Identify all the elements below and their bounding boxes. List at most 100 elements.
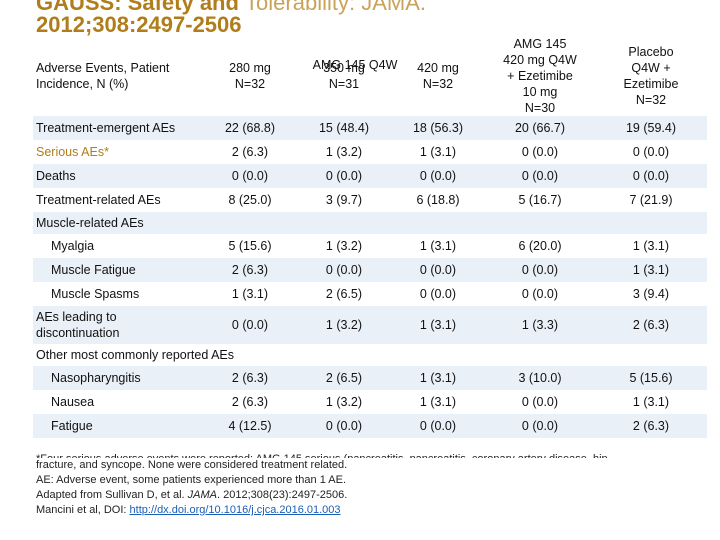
cell-value: 1 (3.1) [391,306,485,344]
cell-value: 0 (0.0) [203,306,297,344]
table-row: Muscle Fatigue 2 (6.3) 0 (0.0) 0 (0.0) 0 (0.… [33,258,707,282]
footnote-line-3: Adapted from Sullivan D, et al. JAMA. 20… [36,488,686,503]
footnote: *Four serious adverse events were report… [36,452,686,518]
row-label: Serious AEs* [33,140,203,164]
cell-value: 0 (0.0) [485,282,595,306]
cell-value: 6 (18.8) [391,188,485,212]
table-row: Muscle Spasms 1 (3.1) 2 (6.5) 0 (0.0) 0 (0.0… [33,282,707,306]
slide-title-strong: GAUSS: Safety and [36,0,246,15]
footnote-line-2: AE: Adverse event, some patients experie… [36,474,347,486]
table-row: Nasopharyngitis 2 (6.3) 2 (6.5) 1 (3.1) 3 (1… [33,366,707,390]
slide-title: GAUSS: Safety and Tolerability: JAMA. [36,0,426,18]
cell-value: 3 (9.7) [297,188,391,212]
cell-value: 1 (3.2) [297,390,391,414]
row-label: Fatigue [33,414,203,438]
cell-value: 0 (0.0) [485,258,595,282]
footnote-doi-label: Mancini et al, DOI: [36,504,130,516]
row-label: AEs leading to discontinuation [33,306,203,344]
section-label: Muscle-related AEs [33,212,707,234]
header-col-5: Placebo Q4W + Ezetimibe N=32 [623,45,679,107]
cell-value: 2 (6.3) [595,414,707,438]
footnote-line-1: fracture, and syncope. None were conside… [36,459,348,471]
cell-value: 7 (21.9) [595,188,707,212]
row-label: Treatment-emergent AEs [33,116,203,140]
cell-value: 2 (6.5) [297,366,391,390]
cell-value: 0 (0.0) [297,414,391,438]
cell-value: 3 (9.4) [595,282,707,306]
cell-value: 1 (3.1) [595,234,707,258]
table-row: AEs leading to discontinuation 0 (0.0) 1 (… [33,306,707,344]
table-row: Fatigue 4 (12.5) 0 (0.0) 0 (0.0) 0 (0.0) 2 (6… [33,414,707,438]
table-row: Deaths 0 (0.0) 0 (0.0) 0 (0.0) 0 (0.0) 0 (0.0… [33,164,707,188]
row-label: Treatment-related AEs [33,188,203,212]
footnote-citation-post: . 2012;308(23):2497-2506. [216,489,348,501]
cell-value: 1 (3.1) [391,234,485,258]
cell-value: 0 (0.0) [391,414,485,438]
cell-value: 2 (6.3) [203,140,297,164]
footnote-line-0: *Four serious adverse events were report… [36,452,686,458]
table-header-row: Adverse Events, Patient Incidence, N (%) 2… [33,36,707,116]
section-row: Other most commonly reported AEs [33,344,707,366]
cell-value: 0 (0.0) [485,140,595,164]
cell-value: 4 (12.5) [203,414,297,438]
cell-value: 5 (16.7) [485,188,595,212]
cell-value: 1 (3.1) [203,282,297,306]
cell-value: 0 (0.0) [391,258,485,282]
slide-title-plain: Tolerability: JAMA. [245,0,426,15]
cell-value: 5 (15.6) [203,234,297,258]
row-label: Muscle Spasms [33,282,203,306]
cell-value: 0 (0.0) [297,258,391,282]
cell-value: 19 (59.4) [595,116,707,140]
table-row: Treatment-related AEs 8 (25.0) 3 (9.7) 6 (1… [33,188,707,212]
cell-value: 1 (3.1) [391,366,485,390]
cell-value: 1 (3.1) [595,390,707,414]
section-row: Muscle-related AEs [33,212,707,234]
table-row: Myalgia 5 (15.6) 1 (3.2) 1 (3.1) 6 (20.0) 1 (… [33,234,707,258]
cell-value: 22 (68.8) [203,116,297,140]
row-label: Nausea [33,390,203,414]
cell-value: 3 (10.0) [485,366,595,390]
header-col-2: 350 mg N=31 [323,61,365,91]
cell-value: 1 (3.2) [297,306,391,344]
adverse-events-table: Adverse Events, Patient Incidence, N (%) 2… [33,36,707,438]
footnote-citation-pre: Adapted from Sullivan D, et al. [36,489,188,501]
cell-value: 1 (3.1) [595,258,707,282]
table-row: Serious AEs* 2 (6.3) 1 (3.2) 1 (3.1) 0 (0.0)… [33,140,707,164]
amg-group-header: AMG 145 Q4W [312,58,398,72]
section-label: Other most commonly reported AEs [33,344,707,366]
cell-value: 0 (0.0) [297,164,391,188]
cell-value: 8 (25.0) [203,188,297,212]
cell-value: 6 (20.0) [485,234,595,258]
footnote-journal: JAMA [187,489,217,501]
cell-value: 2 (6.3) [595,306,707,344]
footnote-line-4: Mancini et al, DOI: http://dx.doi.org/10… [36,503,686,518]
cell-value: 0 (0.0) [595,140,707,164]
cell-value: 1 (3.3) [485,306,595,344]
cell-value: 0 (0.0) [595,164,707,188]
cell-value: 2 (6.3) [203,390,297,414]
table-row: Treatment-emergent AEs 22 (68.8) 15 (48.4)… [33,116,707,140]
header-col-1: 280 mg N=32 [229,61,271,91]
cell-value: 2 (6.3) [203,366,297,390]
cell-value: 18 (56.3) [391,116,485,140]
cell-value: 2 (6.3) [203,258,297,282]
cell-value: 0 (0.0) [485,164,595,188]
row-label: Myalgia [33,234,203,258]
cell-value: 1 (3.1) [391,140,485,164]
cell-value: 0 (0.0) [391,164,485,188]
header-col-3: 420 mg N=32 [417,61,459,91]
cell-value: 2 (6.5) [297,282,391,306]
cell-value: 1 (3.2) [297,140,391,164]
doi-link[interactable]: http://dx.doi.org/10.1016/j.cjca.2016.01… [129,504,341,516]
header-col-4: AMG 145 420 mg Q4W + Ezetimibe 10 mg N=30 [503,37,577,115]
cell-value: 0 (0.0) [485,414,595,438]
cell-value: 1 (3.1) [391,390,485,414]
cell-value: 0 (0.0) [391,282,485,306]
cell-value: 5 (15.6) [595,366,707,390]
header-label-column: Adverse Events, Patient Incidence, N (%) [36,61,170,91]
table-row: Nausea 2 (6.3) 1 (3.2) 1 (3.1) 0 (0.0) 1 (3.1… [33,390,707,414]
cell-value: 20 (66.7) [485,116,595,140]
row-label: Muscle Fatigue [33,258,203,282]
row-label: Deaths [33,164,203,188]
cell-value: 15 (48.4) [297,116,391,140]
